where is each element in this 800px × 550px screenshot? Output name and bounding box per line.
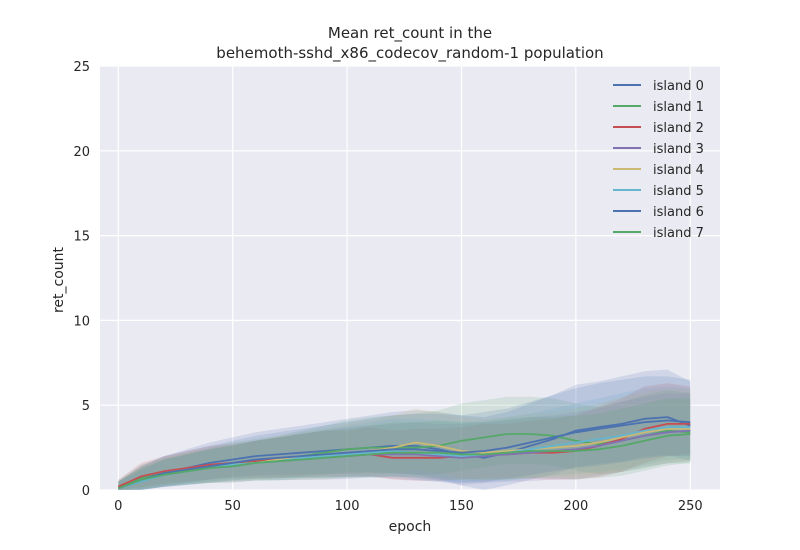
y-tick-label: 15 xyxy=(73,230,90,245)
y-tick-label: 0 xyxy=(82,484,90,499)
x-tick-label: 150 xyxy=(449,499,474,514)
series-band-3 xyxy=(118,393,691,490)
legend-label-7: island 7 xyxy=(653,226,704,241)
legend-label-0: island 0 xyxy=(653,79,704,94)
legend-label-2: island 2 xyxy=(653,121,704,136)
x-axis-label: epoch xyxy=(389,519,432,535)
series-band-1 xyxy=(118,389,691,490)
legend-label-5: island 5 xyxy=(653,184,704,199)
y-tick-label: 25 xyxy=(73,60,90,75)
y-tick-labels: 0 5 10 15 20 25 xyxy=(73,60,90,499)
x-tick-label: 0 xyxy=(114,499,122,514)
legend-label-6: island 6 xyxy=(653,205,704,220)
chart-title-line1: Mean ret_count in the xyxy=(328,24,492,43)
series-band-4 xyxy=(118,388,691,490)
y-axis-label: ret_count xyxy=(51,246,67,313)
legend-label-1: island 1 xyxy=(653,100,704,115)
x-tick-label: 200 xyxy=(563,499,588,514)
y-tick-label: 5 xyxy=(82,399,90,414)
y-tick-label: 10 xyxy=(73,314,90,329)
x-tick-label: 250 xyxy=(678,499,703,514)
x-tick-labels: 0 50 100 150 200 250 xyxy=(114,499,703,514)
chart-title-line2: behemoth-sshd_x86_codecov_random-1 popul… xyxy=(216,44,603,63)
plot-background xyxy=(100,66,720,490)
series-band-5 xyxy=(118,386,691,490)
series-line-6 xyxy=(117,419,691,490)
x-tick-label: 50 xyxy=(224,499,241,514)
series-lines xyxy=(117,416,691,490)
grid-lines xyxy=(100,65,720,491)
legend: island 0 island 1 island 2 island 3 island 4… xyxy=(613,79,704,241)
y-tick-label: 20 xyxy=(73,145,90,160)
series-line-7 xyxy=(117,433,691,490)
legend-label-3: island 3 xyxy=(653,142,704,157)
x-tick-label: 100 xyxy=(335,499,360,514)
legend-label-4: island 4 xyxy=(653,163,704,178)
